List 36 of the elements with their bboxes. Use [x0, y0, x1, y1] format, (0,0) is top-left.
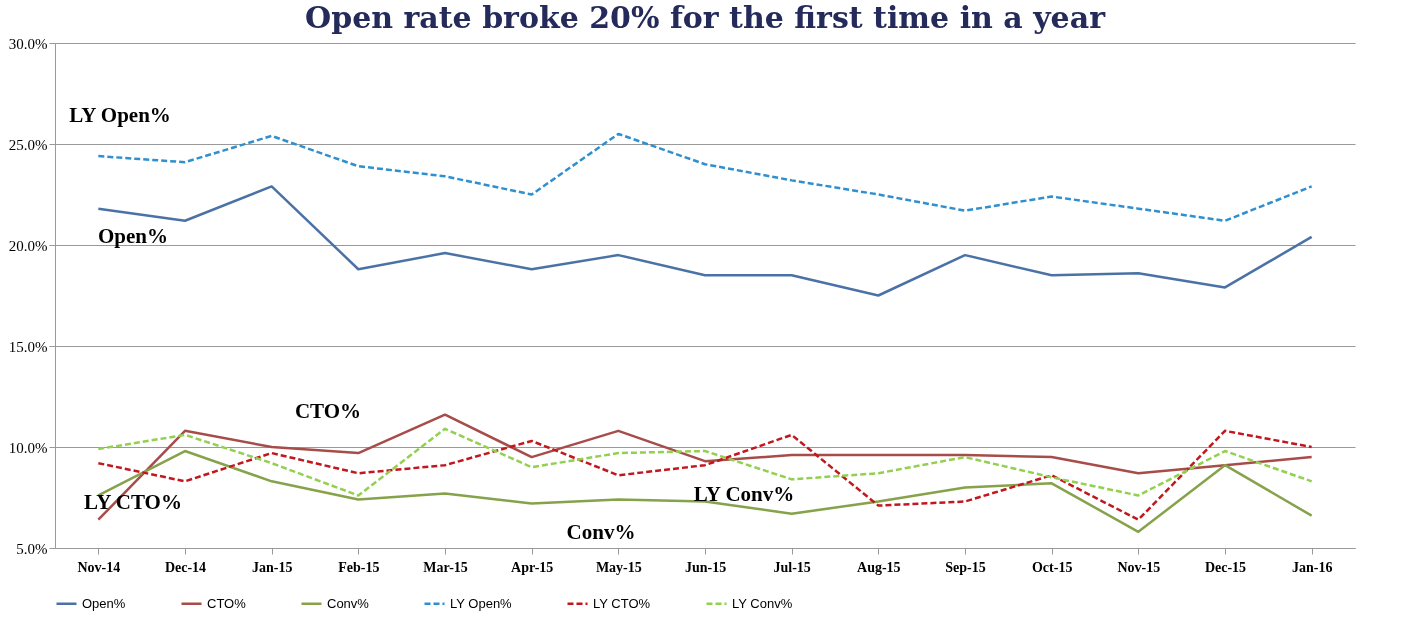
chart-title: Open rate broke 20% for the first time in a year [305, 0, 1107, 35]
legend-label: CTO% [207, 595, 247, 611]
x-tick-label: Nov-14 [77, 559, 121, 575]
annotation: Open% [97, 224, 169, 249]
x-tick-label: Nov-15 [1117, 559, 1161, 575]
legend-label: LY Conv% [732, 595, 793, 611]
x-tick-label: Dec-15 [1204, 559, 1247, 575]
y-tick-label: 15.0% [8, 338, 48, 355]
y-tick-label: 25.0% [8, 136, 48, 153]
legend-label: LY Open% [450, 595, 513, 611]
legend-label: LY CTO% [593, 595, 651, 611]
annotation: LY Conv% [693, 481, 795, 506]
annotation: LY CTO% [84, 489, 182, 514]
annotation: LY Open% [69, 103, 171, 128]
annotation: Conv% [566, 519, 636, 544]
line-series [97, 185, 1313, 297]
y-tick-label: 30.0% [8, 35, 48, 52]
x-tick-label: Jan-15 [251, 559, 293, 575]
x-tick-label: Feb-15 [338, 559, 380, 575]
x-tick-label: Oct-15 [1031, 559, 1073, 575]
x-tick-label: May-15 [595, 559, 642, 575]
legend-label: Conv% [327, 595, 370, 611]
x-tick-label: Mar-15 [423, 559, 468, 575]
x-tick-label: Jun-15 [684, 559, 727, 575]
line-series [97, 132, 1313, 223]
y-tick-label: 10.0% [8, 439, 48, 456]
annotation: CTO% [294, 398, 362, 423]
x-tick-label: Jan-16 [1291, 559, 1333, 575]
x-tick-label: Dec-14 [164, 559, 207, 575]
y-tick-label: 5.0% [16, 540, 48, 557]
x-tick-label: Jul-15 [773, 559, 811, 575]
legend-label: Open% [82, 595, 126, 611]
x-tick-label: Aug-15 [857, 559, 901, 575]
x-tick-label: Sep-15 [945, 559, 986, 575]
x-tick-label: Apr-15 [511, 559, 554, 575]
y-tick-label: 20.0% [8, 237, 48, 254]
